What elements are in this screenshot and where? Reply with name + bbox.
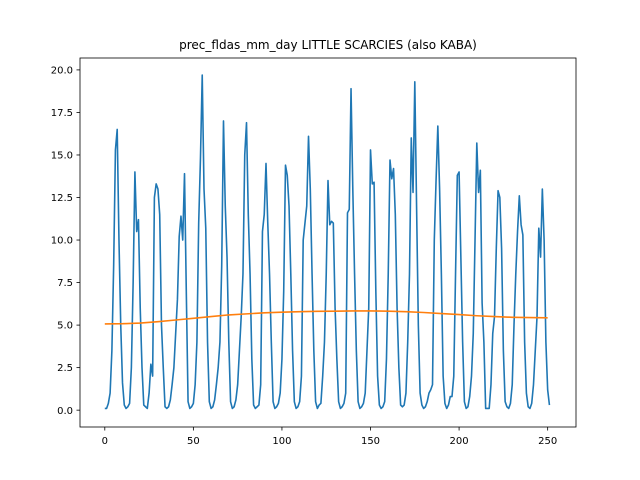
x-axis: 0 50 100 150 200 250 (102, 427, 557, 447)
y-tick-label: 20.0 (51, 66, 73, 77)
series-line-2 (104, 310, 548, 325)
plot-area: 0 50 100 150 200 250 0.0 2.5 5.0 7.5 10.0 12.5 15.0… (51, 57, 577, 447)
series-layer (104, 74, 551, 410)
x-tick-label: 200 (450, 436, 469, 447)
axes-frame (79, 57, 577, 428)
y-tick-label: 10.0 (51, 236, 73, 247)
series-line-1 (104, 74, 551, 410)
y-axis: 0.0 2.5 5.0 7.5 10.0 12.5 15.0 17.5 20.0 (51, 66, 80, 417)
x-tick-label: 100 (272, 436, 291, 447)
chart-title: prec_fldas_mm_day LITTLE SCARCIES (also … (179, 38, 477, 52)
y-tick-label: 0.0 (57, 406, 73, 417)
y-tick-label: 12.5 (51, 193, 73, 204)
y-tick-label: 5.0 (57, 321, 73, 332)
x-tick-label: 0 (102, 436, 108, 447)
y-tick-label: 17.5 (51, 108, 73, 119)
y-tick-label: 2.5 (57, 363, 73, 374)
x-tick-label: 250 (538, 436, 557, 447)
x-tick-label: 50 (187, 436, 200, 447)
y-tick-label: 7.5 (57, 278, 73, 289)
x-tick-label: 150 (361, 436, 380, 447)
y-tick-label: 15.0 (51, 151, 73, 162)
